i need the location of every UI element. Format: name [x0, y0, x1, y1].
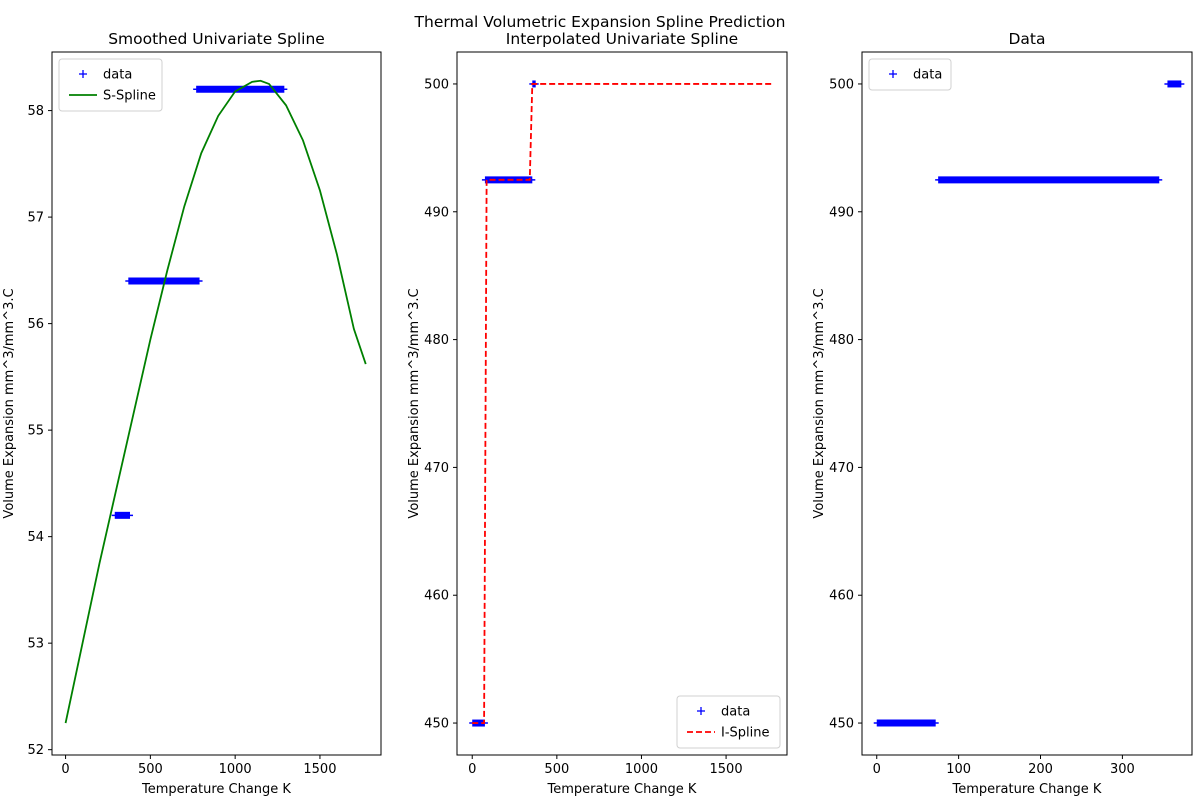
y-tick-label: 450 [424, 717, 449, 732]
x-tick-label: 100 [946, 762, 971, 777]
axes-frame [456, 51, 788, 756]
legend-label: S-Spline [103, 89, 156, 104]
y-tick-label: 57 [27, 211, 44, 226]
legend-label: data [103, 68, 132, 83]
x-tick-label: 1500 [303, 762, 336, 777]
x-axis-label: Temperature Change K [141, 782, 291, 797]
legend-label: I-Spline [721, 726, 770, 741]
y-tick-label: 54 [27, 530, 44, 545]
x-tick-label: 1000 [219, 762, 252, 777]
panel-title: Data [1008, 30, 1045, 48]
x-tick-label: 0 [61, 762, 69, 777]
y-tick-label: 460 [829, 589, 854, 604]
y-tick-label: 56 [27, 317, 44, 332]
series-line-s-spline [64, 79, 367, 724]
x-tick-label: 500 [138, 762, 163, 777]
axes-frame [51, 51, 382, 756]
y-tick-label: 500 [424, 77, 449, 92]
y-tick-label: 470 [829, 461, 854, 476]
y-axis-label: Volume Expansion mm^3/mm^3.C [2, 288, 17, 518]
legend: data [868, 58, 952, 91]
legend: data S-Spline [58, 58, 163, 112]
y-tick-label: 52 [27, 743, 44, 758]
y-tick-label: 58 [27, 104, 44, 119]
y-tick-label: 460 [424, 589, 449, 604]
panel-smoothed-spline: Smoothed Univariate Spline 0 500 1000 1500 52… [2, 30, 382, 797]
panel-data: Data 0 100 200 300 450 460 470 480 490 500 Temperat… [812, 30, 1193, 797]
legend-label: data [721, 705, 750, 720]
x-tick-label: 200 [1028, 762, 1053, 777]
x-tick-label: 500 [544, 762, 569, 777]
legend-box [676, 695, 781, 749]
plot-area [469, 80, 772, 727]
series-line-i-spline [472, 83, 772, 724]
plot-area [873, 80, 1185, 727]
panel-interpolated-spline: Interpolated Univariate Spline 0 500 1000 15… [407, 30, 788, 797]
y-tick-label: 490 [424, 205, 449, 220]
x-tick-label: 300 [1110, 762, 1135, 777]
figure-title: Thermal Volumetric Expansion Spline Pred… [414, 13, 786, 31]
x-tick-label: 0 [468, 762, 476, 777]
y-tick-label: 450 [829, 717, 854, 732]
panel-title: Smoothed Univariate Spline [108, 30, 325, 48]
y-tick-label: 470 [424, 461, 449, 476]
x-tick-label: 0 [873, 762, 881, 777]
legend-label: data [913, 68, 942, 83]
plot-area [64, 79, 367, 724]
y-axis-label: Volume Expansion mm^3/mm^3.C [812, 288, 827, 518]
x-axis-label: Temperature Change K [547, 782, 697, 797]
y-tick-label: 480 [829, 333, 854, 348]
y-tick-label: 480 [424, 333, 449, 348]
x-tick-label: 1500 [710, 762, 743, 777]
x-axis-label: Temperature Change K [952, 782, 1102, 797]
legend-box [58, 58, 163, 112]
legend-box [868, 58, 952, 91]
y-tick-label: 55 [27, 424, 44, 439]
axes-frame [861, 51, 1193, 756]
y-tick-label: 490 [829, 205, 854, 220]
y-tick-label: 53 [27, 637, 44, 652]
panel-title: Interpolated Univariate Spline [506, 30, 738, 48]
y-axis-label: Volume Expansion mm^3/mm^3.C [407, 288, 422, 518]
y-tick-label: 500 [829, 77, 854, 92]
legend: data I-Spline [676, 695, 781, 749]
x-tick-label: 1000 [625, 762, 658, 777]
